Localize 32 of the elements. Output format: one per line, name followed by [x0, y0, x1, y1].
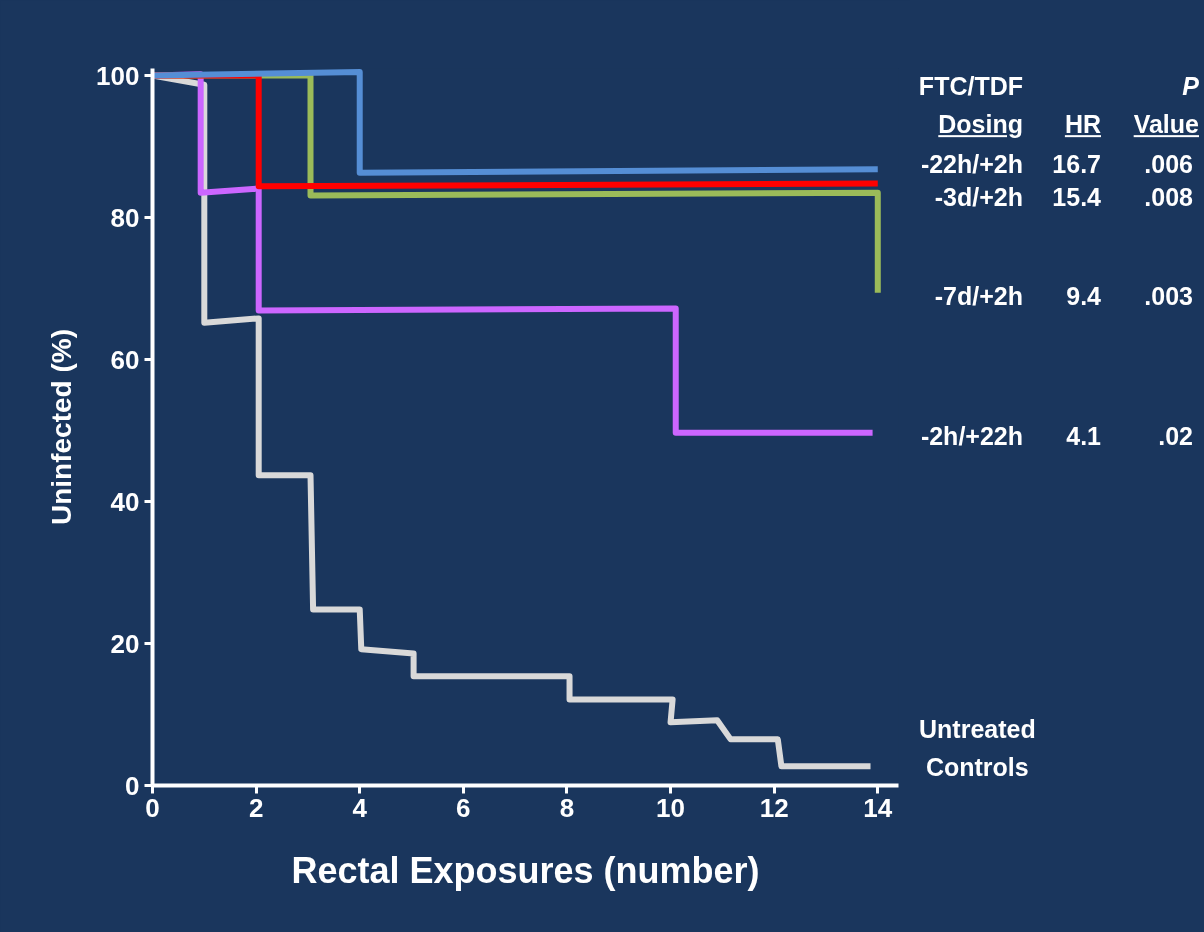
x-tick-label: 12: [759, 792, 789, 823]
series-label: -22h/+2h: [920, 149, 1023, 181]
text: FTC/TDF Dosing: [918, 71, 1023, 139]
y-tick-label: 100: [96, 60, 140, 91]
text: .008: [1144, 182, 1193, 214]
text: P Value: [1133, 71, 1199, 139]
text: HR: [1064, 110, 1101, 139]
x-tick-label: 2: [248, 792, 264, 823]
x-axis-title: Rectal Exposures (number): [291, 849, 760, 891]
series-label: -2h/+22h: [920, 421, 1023, 453]
text: -3d/+2h: [934, 182, 1023, 214]
x-tick-label: 8: [559, 792, 575, 823]
text: 15.4: [1052, 182, 1101, 214]
text: 9.4: [1066, 281, 1101, 313]
y-tick-label: 0: [125, 770, 140, 801]
text: .02: [1158, 421, 1193, 453]
text: Untreated Controls: [919, 714, 1036, 783]
text: .006: [1144, 149, 1193, 181]
text: 4.1: [1066, 421, 1101, 453]
x-tick-label: 4: [352, 792, 368, 823]
y-axis-title: Uninfected (%): [46, 329, 78, 525]
text: -7d/+2h: [934, 281, 1023, 313]
y-tick-label: 20: [110, 628, 140, 659]
y-tick-label: 40: [110, 486, 140, 517]
text: .003: [1144, 281, 1193, 313]
x-tick-label: 0: [145, 792, 160, 823]
x-tick-label: 14: [863, 792, 893, 823]
x-tick-label: 10: [656, 792, 686, 823]
text: 16.7: [1052, 149, 1101, 181]
x-tick-label: 6: [456, 792, 471, 823]
y-tick-label: 80: [110, 202, 140, 233]
y-tick-label: 60: [110, 344, 140, 375]
